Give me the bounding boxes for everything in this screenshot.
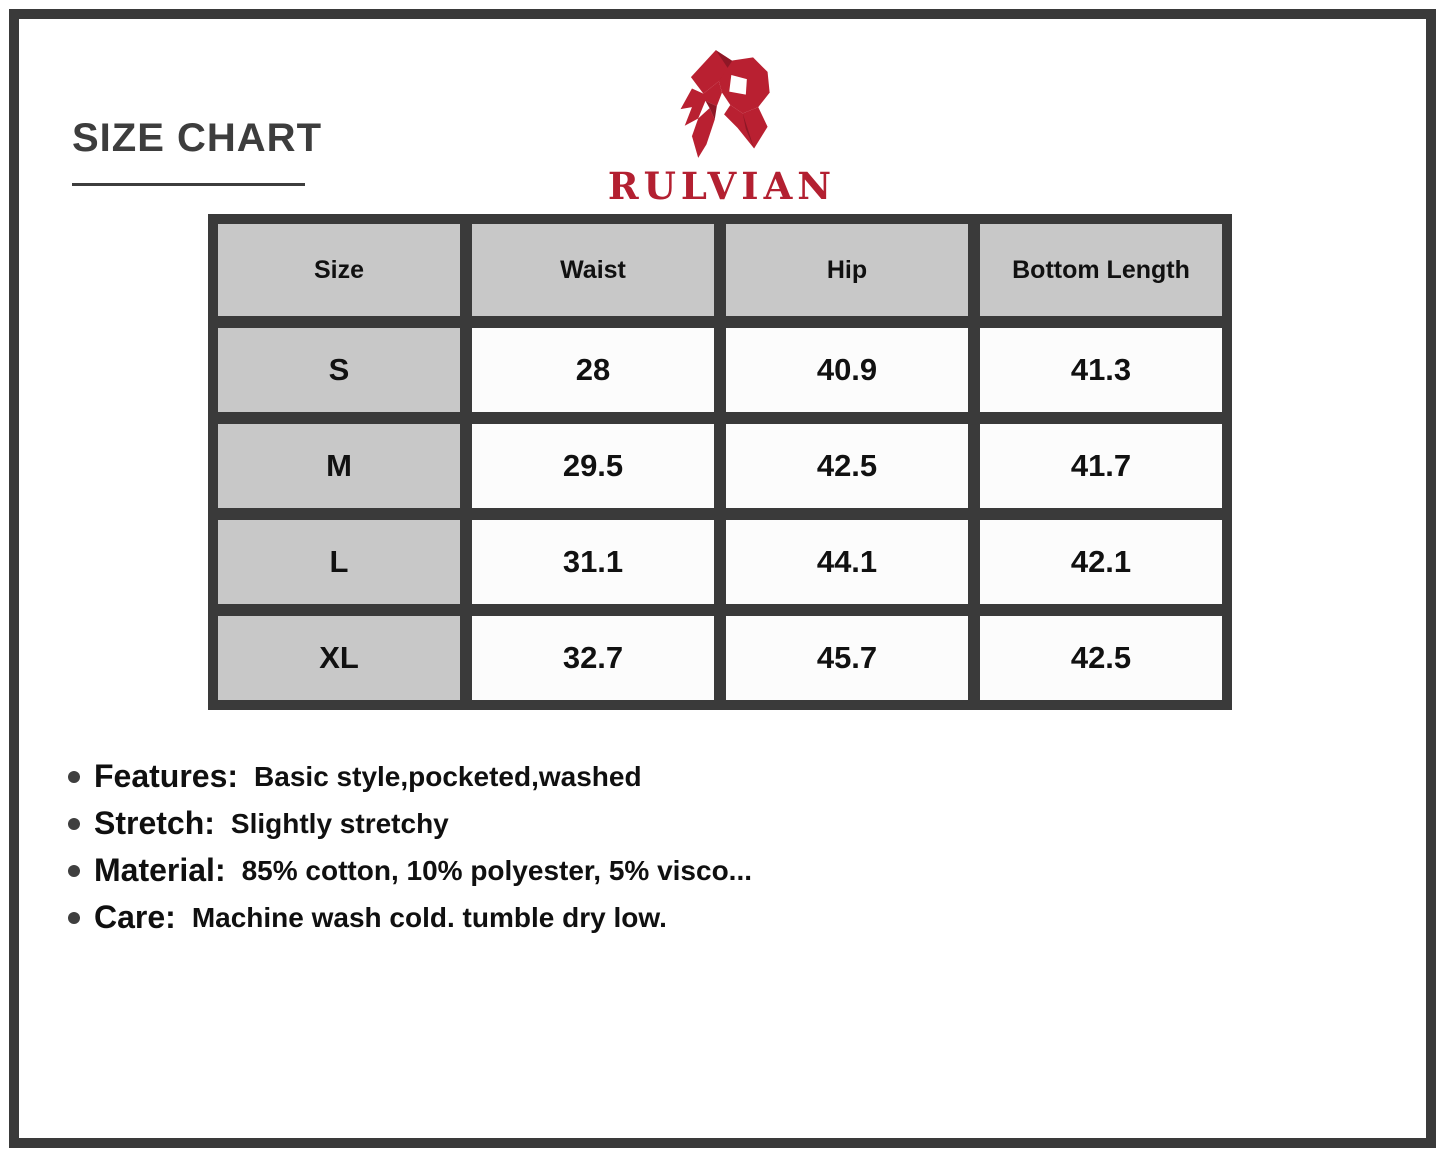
bottom-length-cell: 41.3 [980, 328, 1222, 412]
column-header-size: Size [218, 224, 460, 316]
hip-cell: 44.1 [726, 520, 968, 604]
brand-name: RULVIAN [607, 164, 837, 208]
page-title: SIZE CHART [72, 116, 322, 160]
column-header-waist: Waist [472, 224, 714, 316]
list-item-material: Material: 85% cotton, 10% polyester, 5% … [68, 847, 752, 894]
detail-label: Material: [94, 852, 226, 888]
hip-cell: 40.9 [726, 328, 968, 412]
hip-cell: 45.7 [726, 616, 968, 700]
detail-label: Stretch: [94, 805, 215, 841]
waist-cell: 31.1 [472, 520, 714, 604]
bottom-length-cell: 42.5 [980, 616, 1222, 700]
list-item-features: Features: Basic style,pocketed,washed [68, 753, 752, 800]
column-header-hip: Hip [726, 224, 968, 316]
angular-r-emblem-icon [680, 50, 770, 158]
bullet-icon [68, 770, 80, 783]
detail-label: Features: [94, 758, 239, 794]
brand-logo: RULVIAN [572, 46, 872, 208]
size-cell: S [218, 328, 460, 412]
bullet-icon [68, 911, 80, 924]
detail-label: Care: [94, 899, 176, 935]
detail-value: Slightly stretchy [230, 807, 449, 839]
bottom-length-cell: 41.7 [980, 424, 1222, 508]
detail-value: Machine wash cold. tumble dry low. [191, 901, 667, 933]
size-table: Size Waist Hip Bottom Length S 28 40.9 4… [208, 214, 1232, 710]
waist-cell: 28 [472, 328, 714, 412]
waist-cell: 29.5 [472, 424, 714, 508]
waist-cell: 32.7 [472, 616, 714, 700]
column-header-bottom-length: Bottom Length [980, 224, 1222, 316]
size-cell: XL [218, 616, 460, 700]
bullet-icon [68, 864, 80, 877]
product-details-list: Features: Basic style,pocketed,washed St… [68, 753, 752, 941]
size-cell: L [218, 520, 460, 604]
bottom-length-cell: 42.1 [980, 520, 1222, 604]
list-item-stretch: Stretch: Slightly stretchy [68, 800, 752, 847]
bullet-icon [68, 817, 80, 830]
size-cell: M [218, 424, 460, 508]
detail-value: 85% cotton, 10% polyester, 5% visco... [241, 854, 753, 886]
title-underline [72, 183, 305, 186]
hip-cell: 42.5 [726, 424, 968, 508]
list-item-care: Care: Machine wash cold. tumble dry low. [68, 894, 752, 941]
detail-value: Basic style,pocketed,washed [254, 760, 642, 792]
